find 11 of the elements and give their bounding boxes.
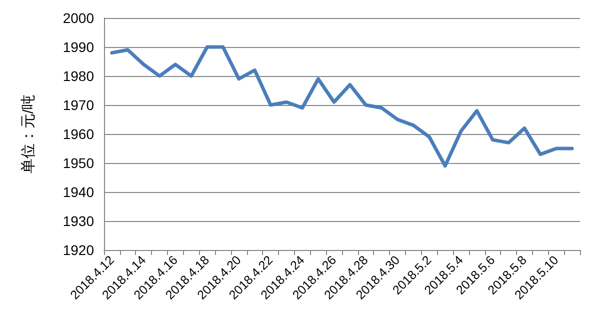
y-tick-label: 1970	[62, 97, 94, 113]
y-tick-label: 1920	[62, 242, 94, 258]
y-tick-label: 1980	[62, 68, 94, 84]
y-tick-label: 1940	[62, 184, 94, 200]
y-axis-title: 单位：元/吨	[20, 94, 37, 174]
y-tick-label: 1950	[62, 155, 94, 171]
y-tick-label: 1990	[62, 39, 94, 55]
line-series	[110, 45, 574, 168]
y-tick-label: 1930	[62, 213, 94, 229]
y-tick-label: 1960	[62, 126, 94, 142]
y-tick-label: 2000	[62, 10, 94, 26]
